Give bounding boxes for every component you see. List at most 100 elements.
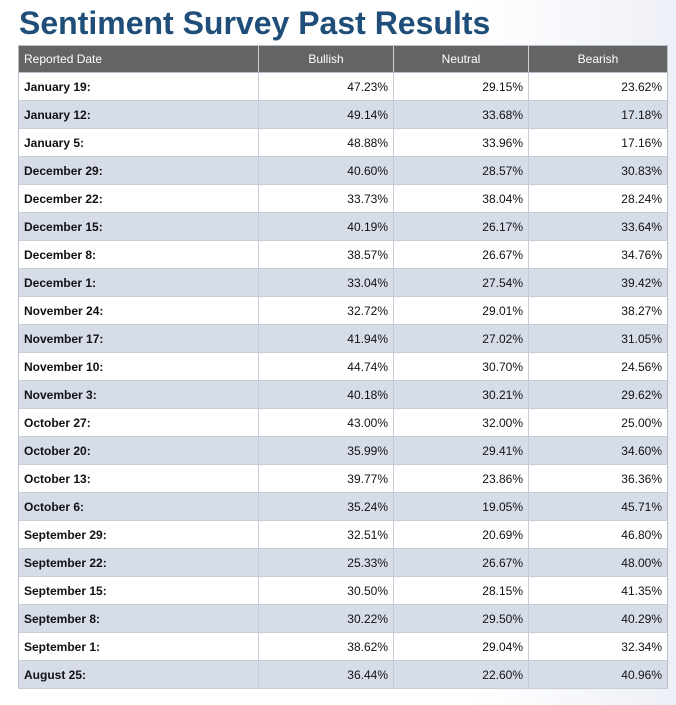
neutral-value-cell: 28.15% [393, 576, 529, 605]
bullish-value-cell: 25.33% [258, 548, 394, 577]
bullish-value-cell: 38.57% [258, 240, 394, 269]
neutral-value-cell: 26.67% [393, 240, 529, 269]
bullish-value-cell: 40.60% [258, 156, 394, 185]
bearish-value-cell: 41.35% [528, 576, 668, 605]
header-bearish: Bearish [528, 45, 668, 73]
bearish-value-cell: 34.76% [528, 240, 668, 269]
header-reported-date: Reported Date [18, 45, 259, 73]
table-row: September 8: 30.22% 29.50% 40.29% [18, 604, 668, 633]
table-row: November 17: 41.94% 27.02% 31.05% [18, 324, 668, 353]
table-row: December 29: 40.60% 28.57% 30.83% [18, 156, 668, 185]
reported-date-cell: December 1: [18, 268, 259, 297]
bearish-value-cell: 36.36% [528, 464, 668, 493]
reported-date-cell: August 25: [18, 660, 259, 689]
reported-date-cell: September 22: [18, 548, 259, 577]
neutral-value-cell: 29.01% [393, 296, 529, 325]
table-body: January 19: 47.23% 29.15% 23.62% January 12:… [18, 72, 668, 689]
neutral-value-cell: 26.67% [393, 548, 529, 577]
table-row: December 22: 33.73% 38.04% 28.24% [18, 184, 668, 213]
reported-date-cell: January 5: [18, 128, 259, 157]
bearish-value-cell: 33.64% [528, 212, 668, 241]
reported-date-cell: September 8: [18, 604, 259, 633]
bullish-value-cell: 36.44% [258, 660, 394, 689]
table-row: September 29: 32.51% 20.69% 46.80% [18, 520, 668, 549]
table-header: Reported Date Bullish Neutral Bearish [18, 45, 668, 73]
header-neutral: Neutral [393, 45, 529, 73]
reported-date-cell: December 29: [18, 156, 259, 185]
reported-date-cell: October 27: [18, 408, 259, 437]
neutral-value-cell: 27.54% [393, 268, 529, 297]
bullish-value-cell: 32.51% [258, 520, 394, 549]
neutral-value-cell: 38.04% [393, 184, 529, 213]
neutral-value-cell: 33.68% [393, 100, 529, 129]
reported-date-cell: November 24: [18, 296, 259, 325]
reported-date-cell: November 10: [18, 352, 259, 381]
bullish-value-cell: 33.73% [258, 184, 394, 213]
reported-date-cell: September 1: [18, 632, 259, 661]
table-row: November 24: 32.72% 29.01% 38.27% [18, 296, 668, 325]
neutral-value-cell: 33.96% [393, 128, 529, 157]
header-row: Reported Date Bullish Neutral Bearish [18, 45, 668, 73]
bullish-value-cell: 44.74% [258, 352, 394, 381]
neutral-value-cell: 26.17% [393, 212, 529, 241]
bullish-value-cell: 43.00% [258, 408, 394, 437]
bearish-value-cell: 40.96% [528, 660, 668, 689]
reported-date-cell: September 15: [18, 576, 259, 605]
bullish-value-cell: 35.24% [258, 492, 394, 521]
bullish-value-cell: 32.72% [258, 296, 394, 325]
bearish-value-cell: 32.34% [528, 632, 668, 661]
table-row: January 5: 48.88% 33.96% 17.16% [18, 128, 668, 157]
reported-date-cell: December 8: [18, 240, 259, 269]
bullish-value-cell: 40.18% [258, 380, 394, 409]
neutral-value-cell: 19.05% [393, 492, 529, 521]
neutral-value-cell: 29.41% [393, 436, 529, 465]
bullish-value-cell: 49.14% [258, 100, 394, 129]
bearish-value-cell: 17.18% [528, 100, 668, 129]
table-row: September 15: 30.50% 28.15% 41.35% [18, 576, 668, 605]
bearish-value-cell: 45.71% [528, 492, 668, 521]
bullish-value-cell: 33.04% [258, 268, 394, 297]
table-row: December 8: 38.57% 26.67% 34.76% [18, 240, 668, 269]
bullish-value-cell: 30.50% [258, 576, 394, 605]
neutral-value-cell: 28.57% [393, 156, 529, 185]
bearish-value-cell: 29.62% [528, 380, 668, 409]
table-row: September 1: 38.62% 29.04% 32.34% [18, 632, 668, 661]
reported-date-cell: January 19: [18, 72, 259, 101]
bearish-value-cell: 46.80% [528, 520, 668, 549]
neutral-value-cell: 30.70% [393, 352, 529, 381]
reported-date-cell: October 20: [18, 436, 259, 465]
neutral-value-cell: 22.60% [393, 660, 529, 689]
reported-date-cell: October 6: [18, 492, 259, 521]
table-row: November 10: 44.74% 30.70% 24.56% [18, 352, 668, 381]
results-table-container: Reported Date Bullish Neutral Bearish Ja… [18, 45, 668, 689]
reported-date-cell: January 12: [18, 100, 259, 129]
reported-date-cell: December 15: [18, 212, 259, 241]
table-row: October 20: 35.99% 29.41% 34.60% [18, 436, 668, 465]
reported-date-cell: December 22: [18, 184, 259, 213]
bullish-value-cell: 47.23% [258, 72, 394, 101]
table-row: December 15: 40.19% 26.17% 33.64% [18, 212, 668, 241]
bullish-value-cell: 35.99% [258, 436, 394, 465]
neutral-value-cell: 30.21% [393, 380, 529, 409]
bearish-value-cell: 31.05% [528, 324, 668, 353]
table-row: December 1: 33.04% 27.54% 39.42% [18, 268, 668, 297]
bearish-value-cell: 17.16% [528, 128, 668, 157]
table-row: October 6: 35.24% 19.05% 45.71% [18, 492, 668, 521]
sentiment-results-table: Reported Date Bullish Neutral Bearish Ja… [18, 45, 668, 689]
neutral-value-cell: 32.00% [393, 408, 529, 437]
bearish-value-cell: 39.42% [528, 268, 668, 297]
table-row: September 22: 25.33% 26.67% 48.00% [18, 548, 668, 577]
reported-date-cell: November 17: [18, 324, 259, 353]
reported-date-cell: November 3: [18, 380, 259, 409]
bullish-value-cell: 39.77% [258, 464, 394, 493]
page-title: Sentiment Survey Past Results [19, 5, 491, 41]
bearish-value-cell: 24.56% [528, 352, 668, 381]
neutral-value-cell: 20.69% [393, 520, 529, 549]
reported-date-cell: October 13: [18, 464, 259, 493]
bullish-value-cell: 41.94% [258, 324, 394, 353]
bearish-value-cell: 40.29% [528, 604, 668, 633]
reported-date-cell: September 29: [18, 520, 259, 549]
neutral-value-cell: 29.04% [393, 632, 529, 661]
bearish-value-cell: 38.27% [528, 296, 668, 325]
bearish-value-cell: 30.83% [528, 156, 668, 185]
